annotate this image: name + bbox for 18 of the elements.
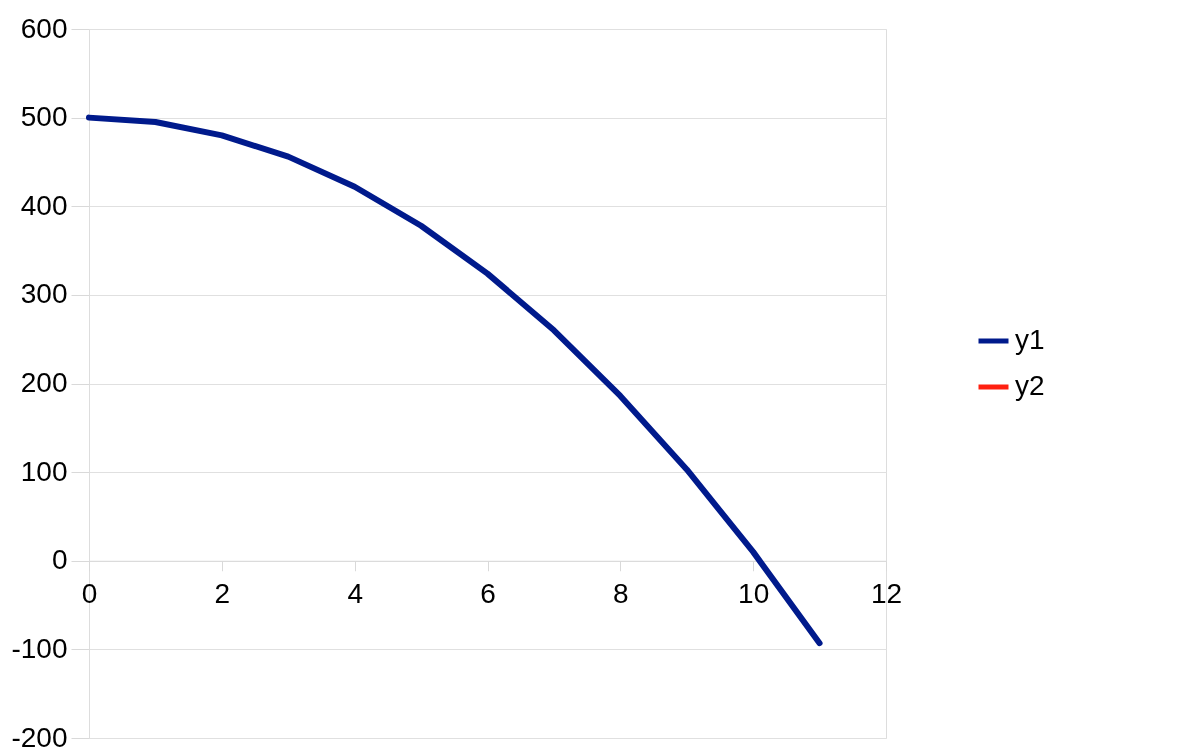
y-tick-label: -200 bbox=[11, 721, 68, 751]
y-tick-label: 500 bbox=[20, 101, 68, 133]
x-tick-label: 12 bbox=[870, 578, 903, 610]
x-tick-label: 4 bbox=[347, 578, 363, 610]
x-tick-label: 8 bbox=[613, 578, 629, 610]
x-tick-label: 10 bbox=[738, 578, 770, 610]
x-tick-label: 6 bbox=[480, 578, 496, 610]
y-tick-label: 300 bbox=[20, 278, 68, 310]
y-tick-label: -100 bbox=[11, 632, 68, 664]
legend-label: y1 bbox=[1015, 324, 1045, 355]
x-tick-label: 0 bbox=[81, 578, 98, 610]
legend-label: y2 bbox=[1015, 370, 1045, 401]
y-tick-label: 0 bbox=[51, 544, 68, 576]
x-tick-label: 2 bbox=[214, 578, 231, 610]
y-tick-label: 200 bbox=[20, 367, 68, 398]
y-tick-label: 600 bbox=[20, 12, 68, 44]
y-tick-label: 400 bbox=[20, 189, 68, 221]
y-tick-label: 100 bbox=[20, 455, 68, 487]
